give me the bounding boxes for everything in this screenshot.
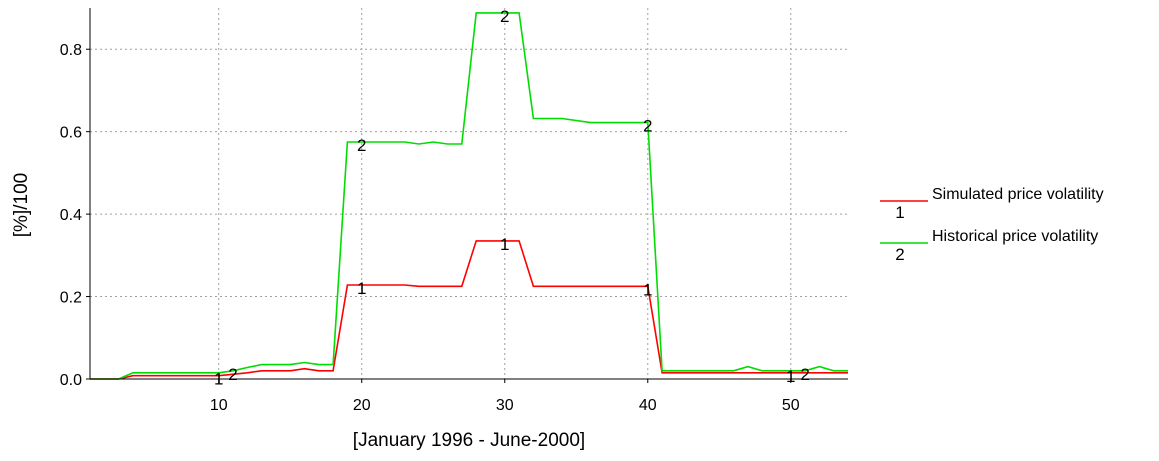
series-marker-1: 1 [500,235,509,254]
grid [86,8,848,383]
x-tick-label: 20 [353,397,371,414]
x-tick-labels: 10 20 30 40 50 [210,397,800,414]
series-marker-2: 2 [800,365,809,384]
series-marker-1: 1 [786,367,795,386]
series-marker-1: 1 [643,280,652,299]
y-tick-label: 0.8 [60,42,82,59]
x-axis-title: [January 1996 - June-2000] [353,430,585,451]
y-tick-label: 0.2 [60,290,82,307]
y-tick-label: 0.6 [60,125,82,142]
y-tick-label: 0.4 [60,207,82,224]
series-line-2 [90,12,848,380]
y-tick-label: 0.0 [60,372,82,389]
axes [89,8,848,380]
series-marker-2: 2 [500,7,509,26]
series-marker-2: 2 [357,136,366,155]
x-tick-label: 10 [210,397,228,414]
legend-marker-1: 1 [895,203,904,222]
legend-label-2: Historical price volatility [932,228,1098,245]
x-tick-label: 30 [496,397,514,414]
series-marker-1: 1 [357,279,366,298]
y-tick-labels: 0.0 0.2 0.4 0.6 0.8 [60,42,82,389]
legend-label-1: Simulated price volatility [932,186,1104,203]
series-marker-2: 2 [228,365,237,384]
x-tick-label: 40 [639,397,657,414]
x-tick-label: 50 [782,397,800,414]
series-lines [90,12,848,380]
series-marker-2: 2 [643,117,652,136]
series-line-1 [90,240,848,380]
legend-marker-2: 2 [895,245,904,264]
legend: 1 Simulated price volatility 2 Historical p… [880,186,1104,264]
y-axis-title: [%]/100 [11,173,32,237]
